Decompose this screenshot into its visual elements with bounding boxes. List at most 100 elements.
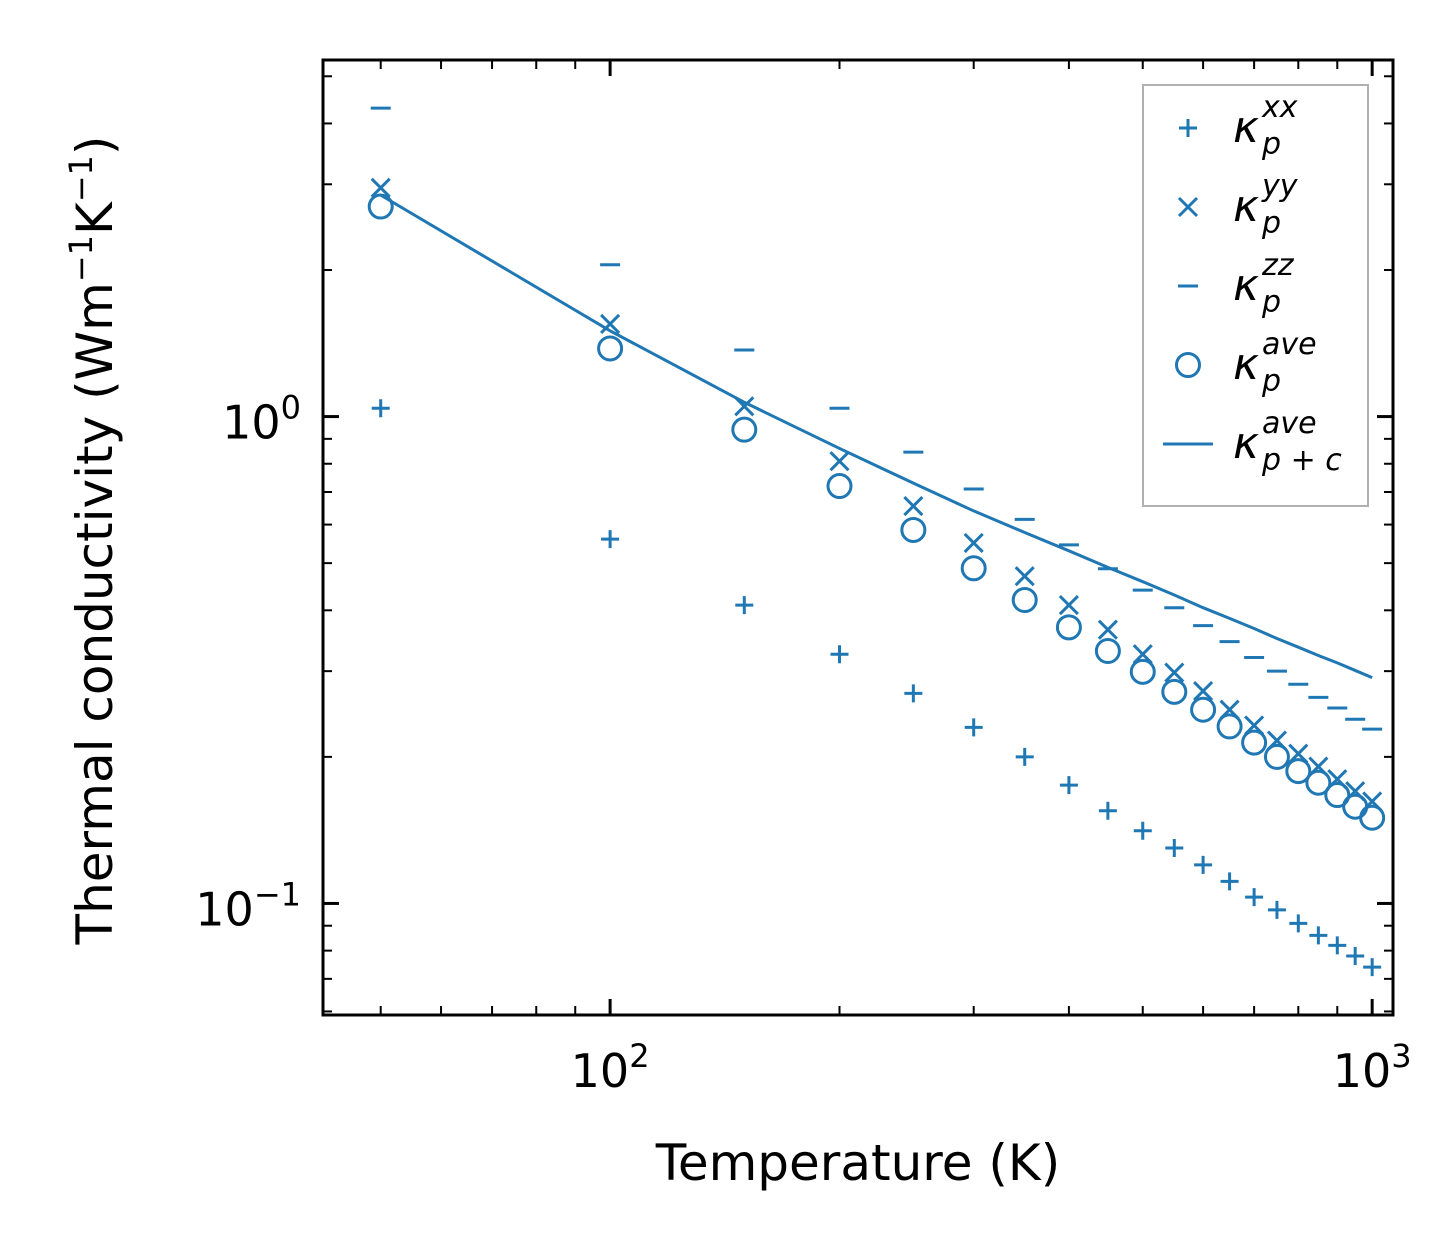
data-point-kave bbox=[900, 516, 927, 543]
data-point-kave bbox=[1285, 758, 1312, 785]
data-point-kyy bbox=[1132, 644, 1153, 665]
data-point-kave bbox=[826, 473, 853, 500]
data-point-kyy bbox=[600, 313, 621, 334]
data-point-kxx bbox=[1194, 855, 1213, 874]
legend-entry-kzz: κ pzz bbox=[1178, 248, 1295, 320]
legend-box bbox=[1142, 84, 1369, 507]
legend-entry-kyy: κ pyy bbox=[1177, 169, 1299, 241]
legend-label-subscript: p bbox=[1261, 127, 1281, 162]
series-kyy bbox=[370, 177, 1383, 812]
x-tick-label-base: 10 bbox=[1333, 1044, 1392, 1098]
y-tick-label-base: 10 bbox=[222, 396, 281, 450]
legend-label-base: κ bbox=[1233, 418, 1259, 469]
plot-frame bbox=[321, 58, 1395, 1017]
data-point-kyy bbox=[1097, 619, 1118, 640]
data-point-kave bbox=[1305, 769, 1332, 796]
data-point-kxx bbox=[1309, 926, 1328, 945]
data-point-kxx bbox=[1133, 821, 1152, 840]
y-tick-label-exponent: 0 bbox=[281, 389, 301, 427]
data-point-kave bbox=[1241, 729, 1268, 756]
legend-swatch-kxx bbox=[1179, 119, 1197, 137]
data-point-kxx bbox=[1098, 801, 1117, 820]
y-tick-label: 10−1 bbox=[195, 875, 301, 936]
legend-label-subscript: p bbox=[1261, 364, 1281, 399]
y-tick-label-exponent: −1 bbox=[254, 875, 301, 913]
data-point-kxx bbox=[1267, 900, 1286, 919]
data-point-kxx bbox=[1346, 946, 1365, 965]
legend-swatch-kave bbox=[1175, 352, 1201, 378]
legend-label-subscript: p + c bbox=[1261, 443, 1342, 478]
data-point-kyy bbox=[829, 451, 850, 472]
data-point-kave bbox=[1129, 658, 1156, 685]
legend-label-superscript: ave bbox=[1262, 406, 1317, 441]
x-tick-label-base: 10 bbox=[571, 1044, 630, 1098]
y-axis-title-close: ) bbox=[66, 136, 124, 156]
legend-label-superscript: zz bbox=[1261, 248, 1295, 283]
major-ticks bbox=[323, 60, 1393, 1015]
data-point-kxx bbox=[904, 684, 923, 703]
plot-marks bbox=[367, 106, 1386, 977]
data-point-kyy bbox=[903, 495, 924, 517]
data-point-kave bbox=[1161, 678, 1188, 705]
data-point-kxx bbox=[1328, 936, 1347, 955]
y-axis-title: Thermal conductivity (Wm−1K−1) bbox=[62, 136, 124, 946]
legend-label-base: κ bbox=[1233, 181, 1259, 232]
legend-label-subscript: p bbox=[1261, 285, 1281, 320]
data-point-kave bbox=[1263, 743, 1290, 770]
legend-label-base: κ bbox=[1233, 260, 1259, 311]
data-point-kxx bbox=[1363, 958, 1382, 977]
data-point-kave bbox=[731, 416, 758, 443]
series-kave bbox=[367, 193, 1386, 831]
series-kave_pc bbox=[379, 193, 1373, 679]
series-line-kave_pc bbox=[379, 193, 1373, 679]
data-point-kave bbox=[1359, 804, 1386, 831]
legend-swatch-kyy bbox=[1177, 196, 1199, 218]
data-point-kave bbox=[1324, 782, 1351, 809]
data-point-kyy bbox=[1014, 566, 1035, 587]
data-point-kave bbox=[1055, 614, 1082, 641]
legend-entry-kxx: κ pxx bbox=[1179, 90, 1298, 162]
data-point-kyy bbox=[1058, 595, 1079, 616]
x-tick-label-exponent: 3 bbox=[1391, 1037, 1411, 1075]
data-point-kyy bbox=[963, 532, 984, 554]
data-point-kxx bbox=[1015, 747, 1034, 766]
data-point-kave bbox=[960, 555, 987, 582]
data-point-kxx bbox=[1289, 914, 1308, 933]
legend-label-kzz: κ pzz bbox=[1233, 248, 1295, 320]
data-point-kyy bbox=[1193, 681, 1214, 702]
y-axis-title-main: Thermal conductivity (Wm bbox=[66, 282, 124, 945]
legend-label-superscript: xx bbox=[1261, 90, 1298, 125]
data-point-kxx bbox=[830, 645, 849, 664]
data-point-kyy bbox=[1164, 662, 1185, 683]
data-point-kyy bbox=[370, 177, 391, 198]
legend-label-superscript: ave bbox=[1262, 327, 1317, 362]
data-point-kave bbox=[1094, 637, 1121, 664]
legend-label-subscript: p bbox=[1261, 206, 1281, 241]
x-tick-label-exponent: 2 bbox=[629, 1037, 649, 1075]
legend-label-kxx: κ pxx bbox=[1233, 90, 1298, 162]
data-point-kxx bbox=[964, 718, 983, 737]
data-point-kxx bbox=[1245, 888, 1264, 907]
legend-label-kyy: κ pyy bbox=[1233, 169, 1299, 241]
y-axis-title-unit: K bbox=[66, 201, 124, 235]
data-point-kxx bbox=[601, 530, 620, 549]
y-tick-label-base: 10 bbox=[195, 882, 254, 936]
legend-label-base: κ bbox=[1233, 102, 1259, 153]
data-point-kxx bbox=[1220, 872, 1239, 891]
data-point-kave bbox=[1216, 713, 1243, 740]
series-kxx bbox=[371, 399, 1382, 977]
x-axis-title: Temperature (K) bbox=[655, 1134, 1060, 1192]
y-axis-title-exp1: −1 bbox=[62, 235, 100, 282]
data-point-kave bbox=[367, 193, 394, 220]
x-tick-label: 102 bbox=[571, 1037, 650, 1098]
data-point-kave bbox=[597, 335, 624, 362]
legend-label-kave: κ pave bbox=[1233, 327, 1317, 399]
data-point-kave bbox=[1190, 696, 1217, 723]
data-point-kave bbox=[1011, 587, 1038, 614]
